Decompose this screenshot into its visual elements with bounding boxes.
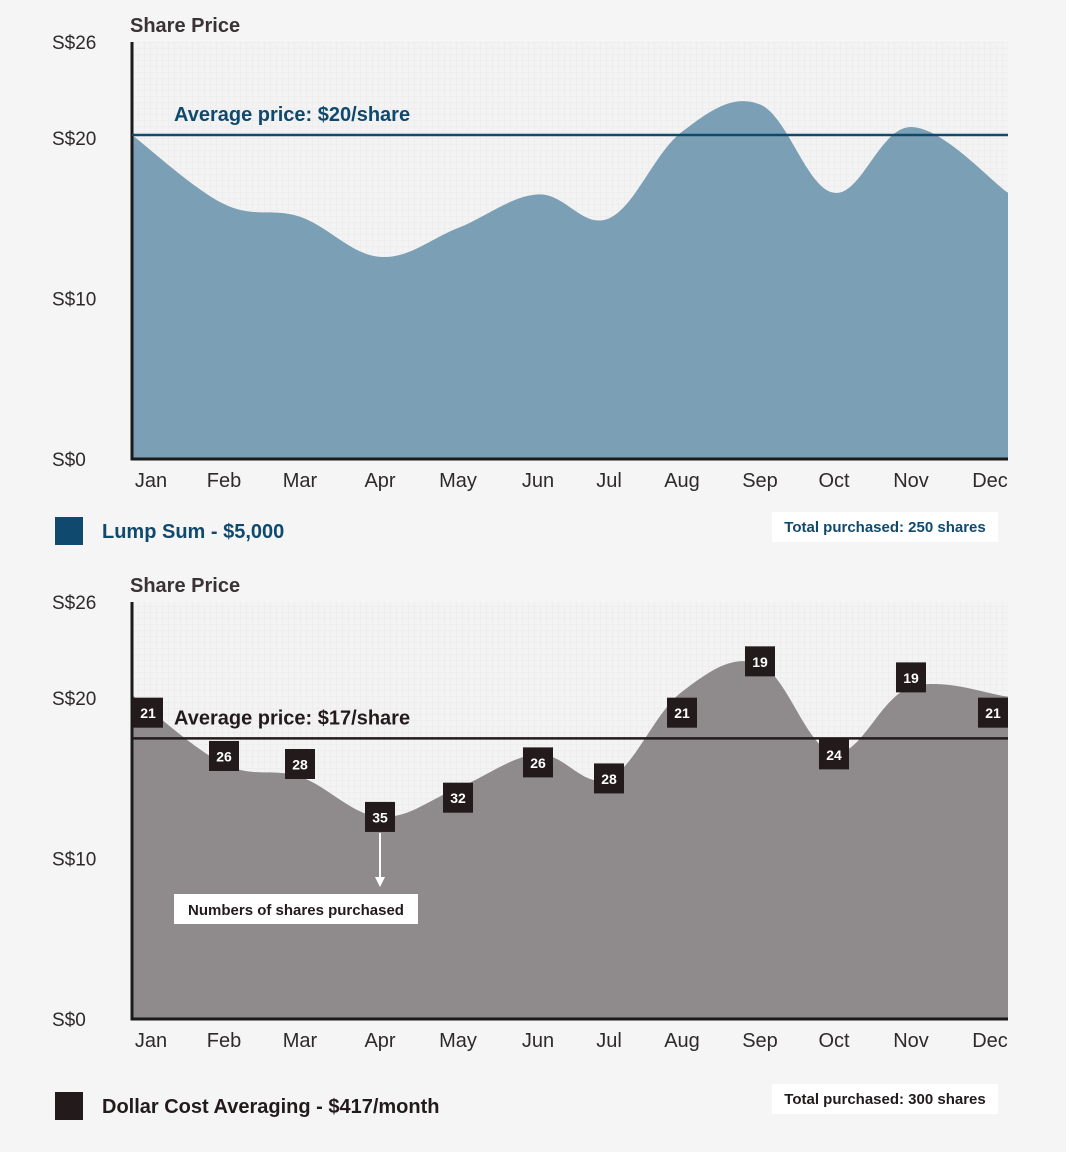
legend-swatch	[55, 517, 83, 545]
x-tick-label: Oct	[818, 1030, 850, 1052]
y-axis-title: Share Price	[130, 575, 240, 597]
x-tick-label: Mar	[283, 470, 318, 492]
legend-label: Dollar Cost Averaging - $417/month	[102, 1096, 439, 1118]
lump-sum-chart: Share Price S$0 S$10 S$20 S$26 Jan Feb Mar Apr Ma…	[52, 15, 1008, 545]
total-purchased-box	[772, 1084, 998, 1114]
shares-marker-box	[667, 697, 697, 728]
shares-purchased-value: 35	[372, 809, 388, 825]
price-area	[132, 101, 1008, 460]
legend-swatch	[55, 1092, 83, 1120]
y-tick-label: S$20	[52, 689, 96, 710]
shares-purchased-marker: 24	[819, 739, 849, 770]
shares-purchased-value: 21	[140, 705, 156, 721]
shares-purchased-marker: 32	[443, 782, 473, 813]
shares-purchased-marker: 21	[667, 697, 697, 728]
shares-marker-box	[365, 801, 395, 832]
shares-purchased-value: 26	[530, 755, 546, 771]
x-tick-label: Nov	[893, 470, 929, 492]
shares-purchased-marker: 21	[133, 697, 163, 728]
average-price-label: Average price: $20/share	[174, 104, 410, 126]
shares-purchased-marker: 19	[896, 662, 926, 693]
x-tick-label: Apr	[364, 1030, 395, 1052]
shares-marker-box	[209, 740, 239, 771]
shares-purchased-marker: 26	[523, 747, 553, 778]
x-tick-label: Dec	[972, 1030, 1008, 1052]
average-price-label: Average price: $17/share	[174, 707, 410, 729]
x-tick-label: Jul	[596, 1030, 622, 1052]
shares-purchased-value: 19	[903, 670, 919, 686]
legend-label: Lump Sum - $5,000	[102, 521, 284, 543]
shares-marker-box	[978, 697, 1008, 728]
y-tick-label: S$10	[52, 850, 96, 871]
shares-marker-box	[819, 739, 849, 770]
total-purchased-text: Total purchased: 300 shares	[784, 1091, 985, 1108]
price-area	[132, 661, 1008, 1019]
y-axis-title: Share Price	[130, 15, 240, 37]
shares-purchased-value: 24	[826, 747, 842, 763]
x-tick-label: Jan	[135, 470, 167, 492]
shares-purchased-value: 19	[752, 654, 768, 670]
shares-purchased-marker: 28	[594, 763, 624, 794]
shares-purchased-value: 32	[450, 790, 466, 806]
x-tick-label: Sep	[742, 1030, 778, 1052]
dollar-cost-averaging-chart: Share Price S$0 S$10 S$20 S$26 Jan Feb Mar Apr Ma…	[52, 575, 1008, 1120]
x-tick-label: May	[439, 470, 477, 492]
shares-purchased-marker: 19	[745, 646, 775, 677]
shares-purchased-value: 26	[216, 748, 232, 764]
x-tick-label: Nov	[893, 1030, 929, 1052]
x-tick-label: Feb	[207, 470, 241, 492]
shares-purchased-value: 21	[985, 705, 1001, 721]
x-tick-label: Jun	[522, 1030, 554, 1052]
shares-purchased-marker: 35	[365, 801, 395, 832]
shares-purchased-value: 28	[601, 771, 617, 787]
x-tick-label: Sep	[742, 470, 778, 492]
y-tick-label: S$0	[52, 450, 86, 471]
x-tick-label: Aug	[664, 1030, 700, 1052]
x-tick-label: Jul	[596, 470, 622, 492]
x-tick-label: Mar	[283, 1030, 318, 1052]
x-tick-label: Apr	[364, 470, 395, 492]
shares-marker-box	[594, 763, 624, 794]
y-tick-label: S$26	[52, 593, 96, 614]
annotation-arrow-head	[375, 877, 385, 887]
total-purchased-box	[772, 512, 998, 542]
x-tick-label: Jan	[135, 1030, 167, 1052]
shares-marker-box	[443, 782, 473, 813]
shares-purchased-marker: 28	[285, 748, 315, 779]
shares-marker-box	[133, 697, 163, 728]
total-purchased-text: Total purchased: 250 shares	[784, 519, 985, 536]
shares-marker-box	[896, 662, 926, 693]
annotation-box	[174, 894, 418, 924]
y-tick-label: S$20	[52, 129, 96, 150]
x-tick-label: Aug	[664, 470, 700, 492]
x-tick-label: May	[439, 1030, 477, 1052]
y-tick-label: S$10	[52, 290, 96, 311]
y-tick-label: S$0	[52, 1010, 86, 1031]
shares-marker-box	[745, 646, 775, 677]
x-tick-label: Oct	[818, 470, 850, 492]
shares-purchased-marker: 21	[978, 697, 1008, 728]
shares-purchased-value: 21	[674, 705, 690, 721]
shares-marker-box	[285, 748, 315, 779]
y-tick-label: S$26	[52, 33, 96, 54]
x-tick-label: Dec	[972, 470, 1008, 492]
shares-purchased-marker: 26	[209, 740, 239, 771]
annotation-text: Numbers of shares purchased	[188, 902, 404, 919]
x-tick-label: Feb	[207, 1030, 241, 1052]
shares-marker-box	[523, 747, 553, 778]
x-tick-label: Jun	[522, 470, 554, 492]
shares-purchased-value: 28	[292, 756, 308, 772]
